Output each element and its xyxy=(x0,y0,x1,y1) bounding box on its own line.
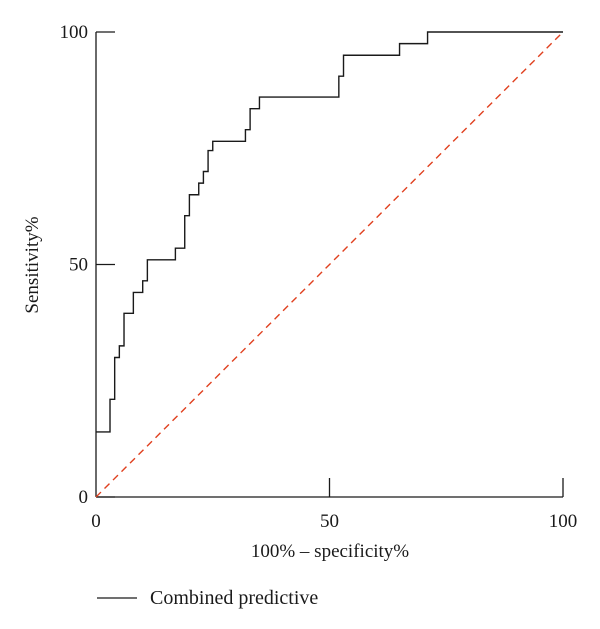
y-axis-label: Sensitivity% xyxy=(22,216,43,313)
tick-labels: 0 50 100 0 50 100 xyxy=(60,22,578,532)
y-tick-label: 100 xyxy=(60,22,89,43)
x-tick-label: 50 xyxy=(320,511,339,532)
x-axis-label: 100% – specificity% xyxy=(251,541,409,562)
reference-diagonal-line xyxy=(95,31,564,498)
x-tick-label: 0 xyxy=(91,511,101,532)
y-tick-label: 0 xyxy=(79,487,89,508)
y-tick-label: 50 xyxy=(69,255,88,276)
legend: Combined predictive xyxy=(97,587,318,609)
axes xyxy=(95,31,564,498)
series-layer xyxy=(95,31,564,498)
roc-curve-combined-predictive xyxy=(96,31,563,433)
x-tick-label: 100 xyxy=(549,511,578,532)
legend-label-combined-predictive: Combined predictive xyxy=(150,587,318,609)
